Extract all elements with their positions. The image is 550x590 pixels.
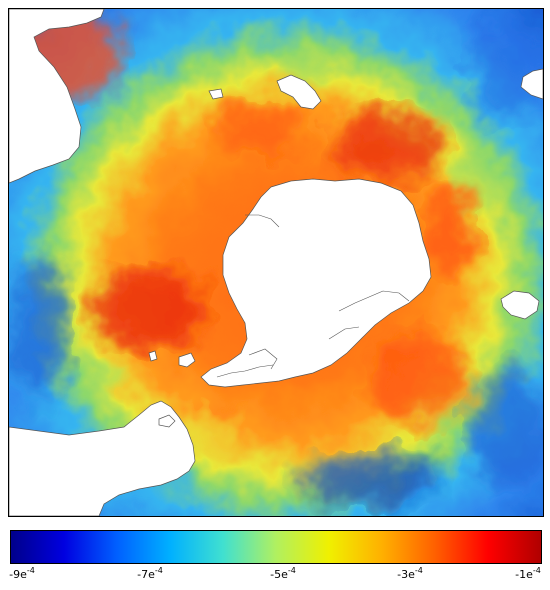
polar-field-map [9, 9, 543, 516]
islet-west-2 [148, 350, 158, 362]
colorbar-tick-1: -7e-4 [137, 566, 163, 582]
colorbar-tick-4: -1e-4 [515, 566, 541, 582]
coastline-details [216, 214, 410, 378]
islet-top [208, 88, 224, 100]
land-bottom-left [9, 400, 196, 516]
colorbar-tick-0: -9e-4 [9, 566, 35, 582]
land-central [200, 178, 432, 388]
land-top-left [9, 9, 105, 184]
map-panel [8, 8, 544, 517]
land-masses [9, 9, 543, 516]
island-right [500, 290, 540, 320]
islet-west-1 [178, 352, 196, 368]
island-bottom-left [158, 414, 176, 428]
island-top [276, 74, 322, 110]
land-right-edge [520, 68, 543, 100]
colorbar [10, 530, 542, 564]
colorbar-tick-2: -5e-4 [270, 566, 296, 582]
colorbar-tick-3: -3e-4 [397, 566, 423, 582]
